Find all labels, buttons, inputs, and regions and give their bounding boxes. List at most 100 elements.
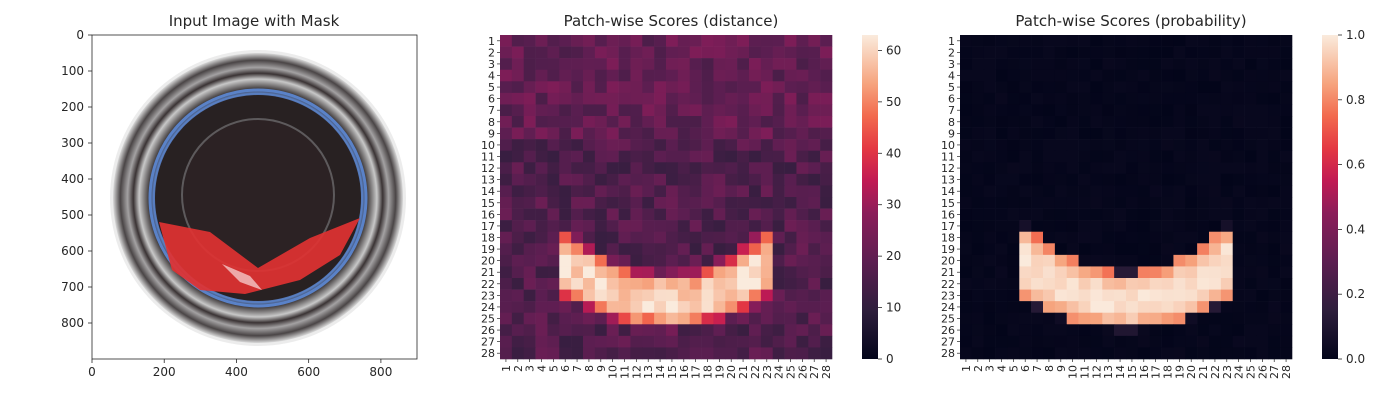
heatmap-cell [760, 162, 774, 175]
heatmap-cell [1137, 220, 1151, 233]
heatmap-cell [535, 173, 548, 186]
row-tick-label: 16 [481, 208, 495, 221]
heatmap-cell [1185, 243, 1198, 256]
heatmap-cell [1043, 69, 1056, 82]
heatmap-cell [1197, 173, 1210, 186]
heatmap-cell [642, 347, 655, 360]
heatmap-cell [820, 139, 833, 152]
heatmap-cell [594, 324, 608, 337]
col-tick-label: 11 [1079, 365, 1092, 379]
heatmap-cell [701, 35, 714, 47]
heatmap-cell [1244, 150, 1257, 163]
heatmap-cell [1078, 197, 1091, 209]
heatmap-cell [1244, 58, 1257, 71]
heatmap-cell [737, 116, 750, 128]
heatmap-cell [535, 220, 548, 233]
heatmap-cell [559, 289, 572, 302]
heatmap-cell [820, 116, 833, 128]
heatmap-cell [1031, 104, 1044, 117]
heatmap-cell [1054, 266, 1068, 279]
heatmap-cell [511, 347, 525, 360]
heatmap-cell [535, 46, 548, 59]
col-tick-label: 12 [1090, 365, 1103, 379]
col-tick-label: 23 [1221, 365, 1234, 379]
col-tick-label: 20 [1185, 365, 1198, 379]
heatmap-cell [1280, 208, 1293, 221]
heatmap-cell [1114, 254, 1127, 267]
heatmap-cell [594, 301, 608, 314]
heatmap-cell [772, 197, 785, 209]
heatmap-cell [594, 278, 608, 290]
heatmap-cell [796, 301, 809, 314]
heatmap-cell [808, 301, 821, 314]
heatmap-cell [749, 312, 762, 325]
heatmap-cell [1280, 335, 1293, 348]
heatmap-cell [1031, 69, 1044, 82]
heatmap-cell [808, 243, 821, 256]
heatmap-cell [547, 46, 560, 59]
heatmap-cell [1137, 139, 1151, 152]
heatmap-cell [535, 81, 548, 94]
heatmap-cell [547, 347, 560, 360]
heatmap-cell [808, 278, 821, 290]
heatmap-cell [960, 208, 973, 221]
heatmap-cell [1256, 266, 1269, 279]
heatmap-cell [689, 173, 702, 186]
heatmap-cell [1256, 185, 1269, 198]
heatmap-cell [1173, 127, 1186, 140]
heatmap-cell [618, 335, 631, 348]
row-tick-label: 19 [941, 243, 955, 256]
heatmap-cell [642, 254, 655, 267]
heatmap-cell [1244, 139, 1257, 152]
heatmap-cell [571, 150, 584, 163]
colorbar-tick-label: 10 [886, 301, 901, 315]
heatmap-cell [583, 139, 596, 152]
heatmap-cell [796, 185, 809, 198]
heatmap-cell [666, 81, 679, 94]
heatmap-cell [995, 254, 1008, 267]
heatmap-cell [677, 185, 691, 198]
heatmap-cell [971, 312, 985, 325]
heatmap-cell [618, 266, 631, 279]
heatmap-cell [1244, 312, 1257, 325]
heatmap-cell [500, 312, 513, 325]
heatmap-cell [1102, 301, 1115, 314]
heatmap-cell [1232, 58, 1245, 71]
heatmap-cell [1185, 197, 1198, 209]
heatmap-cell [677, 335, 691, 348]
heatmap-cell [808, 208, 821, 221]
heatmap-cell [1043, 335, 1056, 348]
heatmap-cell [713, 335, 726, 348]
heatmap-cell [1043, 208, 1056, 221]
row-tick-label: 25 [481, 313, 495, 326]
heatmap-cell [1232, 150, 1245, 163]
heatmap-cell [1043, 150, 1056, 163]
col-tick-label: 27 [1268, 365, 1281, 379]
heatmap-cell [808, 92, 821, 105]
heatmap-cell [1090, 231, 1103, 244]
heatmap-cell [808, 35, 821, 47]
heatmap-cell [1066, 173, 1079, 186]
heatmap-cell [1149, 347, 1162, 360]
heatmap-cell [725, 139, 738, 152]
heatmap-cell [547, 104, 560, 117]
heatmap-cell [1161, 81, 1174, 94]
col-tick-label: 25 [785, 365, 798, 379]
heatmap-cell [1220, 104, 1234, 117]
heatmap-cell [820, 104, 833, 117]
heatmap-cell [1220, 254, 1234, 267]
heatmap-cell [571, 116, 584, 128]
row-tick-label: 3 [948, 58, 955, 71]
heatmap-cell [960, 220, 973, 233]
heatmap-cell [654, 92, 667, 105]
heatmap-cell [642, 162, 655, 175]
row-tick-label: 2 [488, 46, 495, 59]
heatmap-cell [1019, 266, 1032, 279]
heatmap-cell [559, 69, 572, 82]
heatmap-cell [1280, 35, 1293, 47]
heatmap-cell [737, 335, 750, 348]
heatmap-cell [642, 185, 655, 198]
heatmap-cell [666, 139, 679, 152]
row-tick-label: 1 [948, 35, 955, 48]
